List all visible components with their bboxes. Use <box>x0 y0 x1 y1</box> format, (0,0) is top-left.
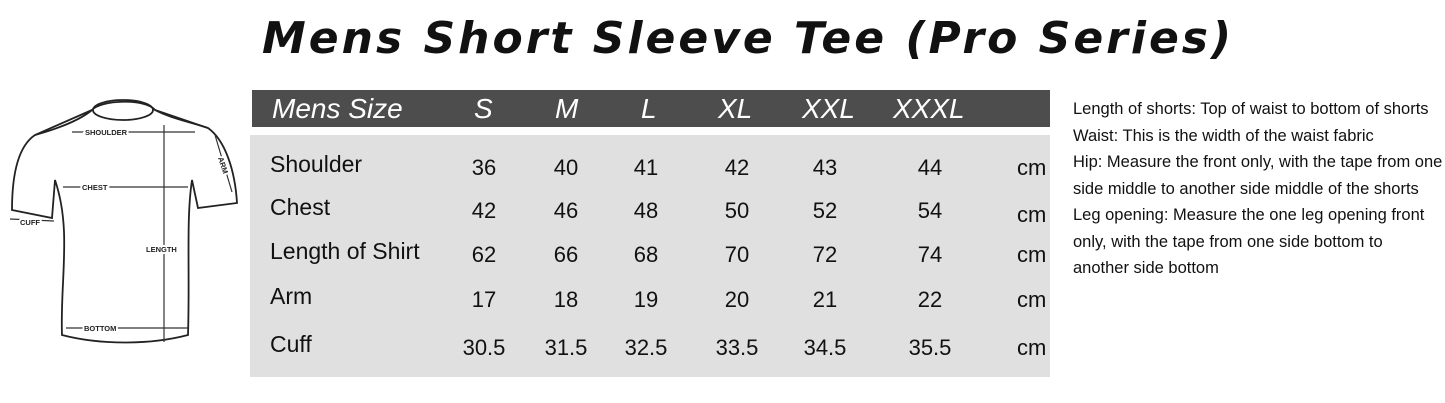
note: Waist: This is the width of the waist fa… <box>1073 126 1374 145</box>
size-value: 22 <box>917 287 943 312</box>
size-value: 36 <box>471 155 497 180</box>
size-l: L <box>641 93 657 124</box>
size-value: 31.5 <box>544 335 588 360</box>
size-value: 43 <box>812 155 838 180</box>
note: Leg opening: Measure the one leg opening… <box>1073 206 1425 277</box>
row-label: Chest <box>270 194 331 220</box>
shirt-diagram: SHOULDER CHEST CUFF LENGTH BOTTOM ARM <box>9 99 238 344</box>
size-value: 62 <box>471 242 497 267</box>
header-label: Mens Size <box>272 93 403 124</box>
row-label: Shoulder <box>270 151 363 177</box>
unit-label: cm <box>1017 335 1047 360</box>
size-value: 74 <box>917 242 943 267</box>
size-value: 32.5 <box>624 335 668 360</box>
size-value: 17 <box>471 287 497 312</box>
shoulder-label: SHOULDER <box>85 128 128 137</box>
size-value: 19 <box>633 287 659 312</box>
size-xxl: XXL <box>802 93 855 124</box>
page-title: Mens Short Sleeve Tee (Pro Series) <box>262 13 1235 64</box>
size-value: 72 <box>812 242 838 267</box>
unit-label: cm <box>1017 287 1047 312</box>
size-value: 34.5 <box>803 335 847 360</box>
size-value: 42 <box>724 155 750 180</box>
unit-label: cm <box>1017 202 1047 227</box>
size-value: 54 <box>917 198 943 223</box>
size-value: 66 <box>553 242 579 267</box>
size-value: 68 <box>633 242 659 267</box>
unit-label: cm <box>1017 242 1047 267</box>
row-label: Length of Shirt <box>270 238 420 264</box>
row-label: Arm <box>270 283 313 309</box>
size-value: 35.5 <box>908 335 952 360</box>
size-m: M <box>555 93 579 124</box>
chest-label: CHEST <box>82 183 108 192</box>
size-value: 52 <box>812 198 838 223</box>
size-xxxl: XXXL <box>893 93 965 124</box>
size-value: 18 <box>553 287 579 312</box>
size-value: 50 <box>724 198 750 223</box>
size-value: 20 <box>724 287 750 312</box>
cuff-label: CUFF <box>20 218 40 227</box>
size-value: 33.5 <box>715 335 759 360</box>
unit-label: cm <box>1017 155 1047 180</box>
size-value: 40 <box>553 155 579 180</box>
size-value: 42 <box>471 198 497 223</box>
size-table-body: Shoulder 36 40 41 42 43 44 cm Chest 42 46 48 50 52 54 c… <box>250 135 1050 377</box>
bottom-label: BOTTOM <box>84 324 116 333</box>
size-value: 70 <box>724 242 750 267</box>
size-xl: XL <box>718 93 753 124</box>
length-label: LENGTH <box>146 245 177 254</box>
row-label: Cuff <box>270 331 312 357</box>
size-value: 41 <box>633 155 659 180</box>
note: Length of shorts: Top of waist to bottom… <box>1073 100 1429 118</box>
measurement-notes: Length of shorts: Top of waist to bottom… <box>1073 96 1443 282</box>
size-value: 46 <box>553 198 579 223</box>
size-value: 21 <box>812 287 838 312</box>
size-value: 44 <box>917 155 943 180</box>
size-value: 48 <box>633 198 659 223</box>
size-s: S <box>474 93 493 124</box>
size-value: 30.5 <box>462 335 506 360</box>
size-header-row: Mens Size S M L XL XXL XXXL <box>252 90 1050 127</box>
note: Hip: Measure the front only, with the ta… <box>1073 153 1443 198</box>
